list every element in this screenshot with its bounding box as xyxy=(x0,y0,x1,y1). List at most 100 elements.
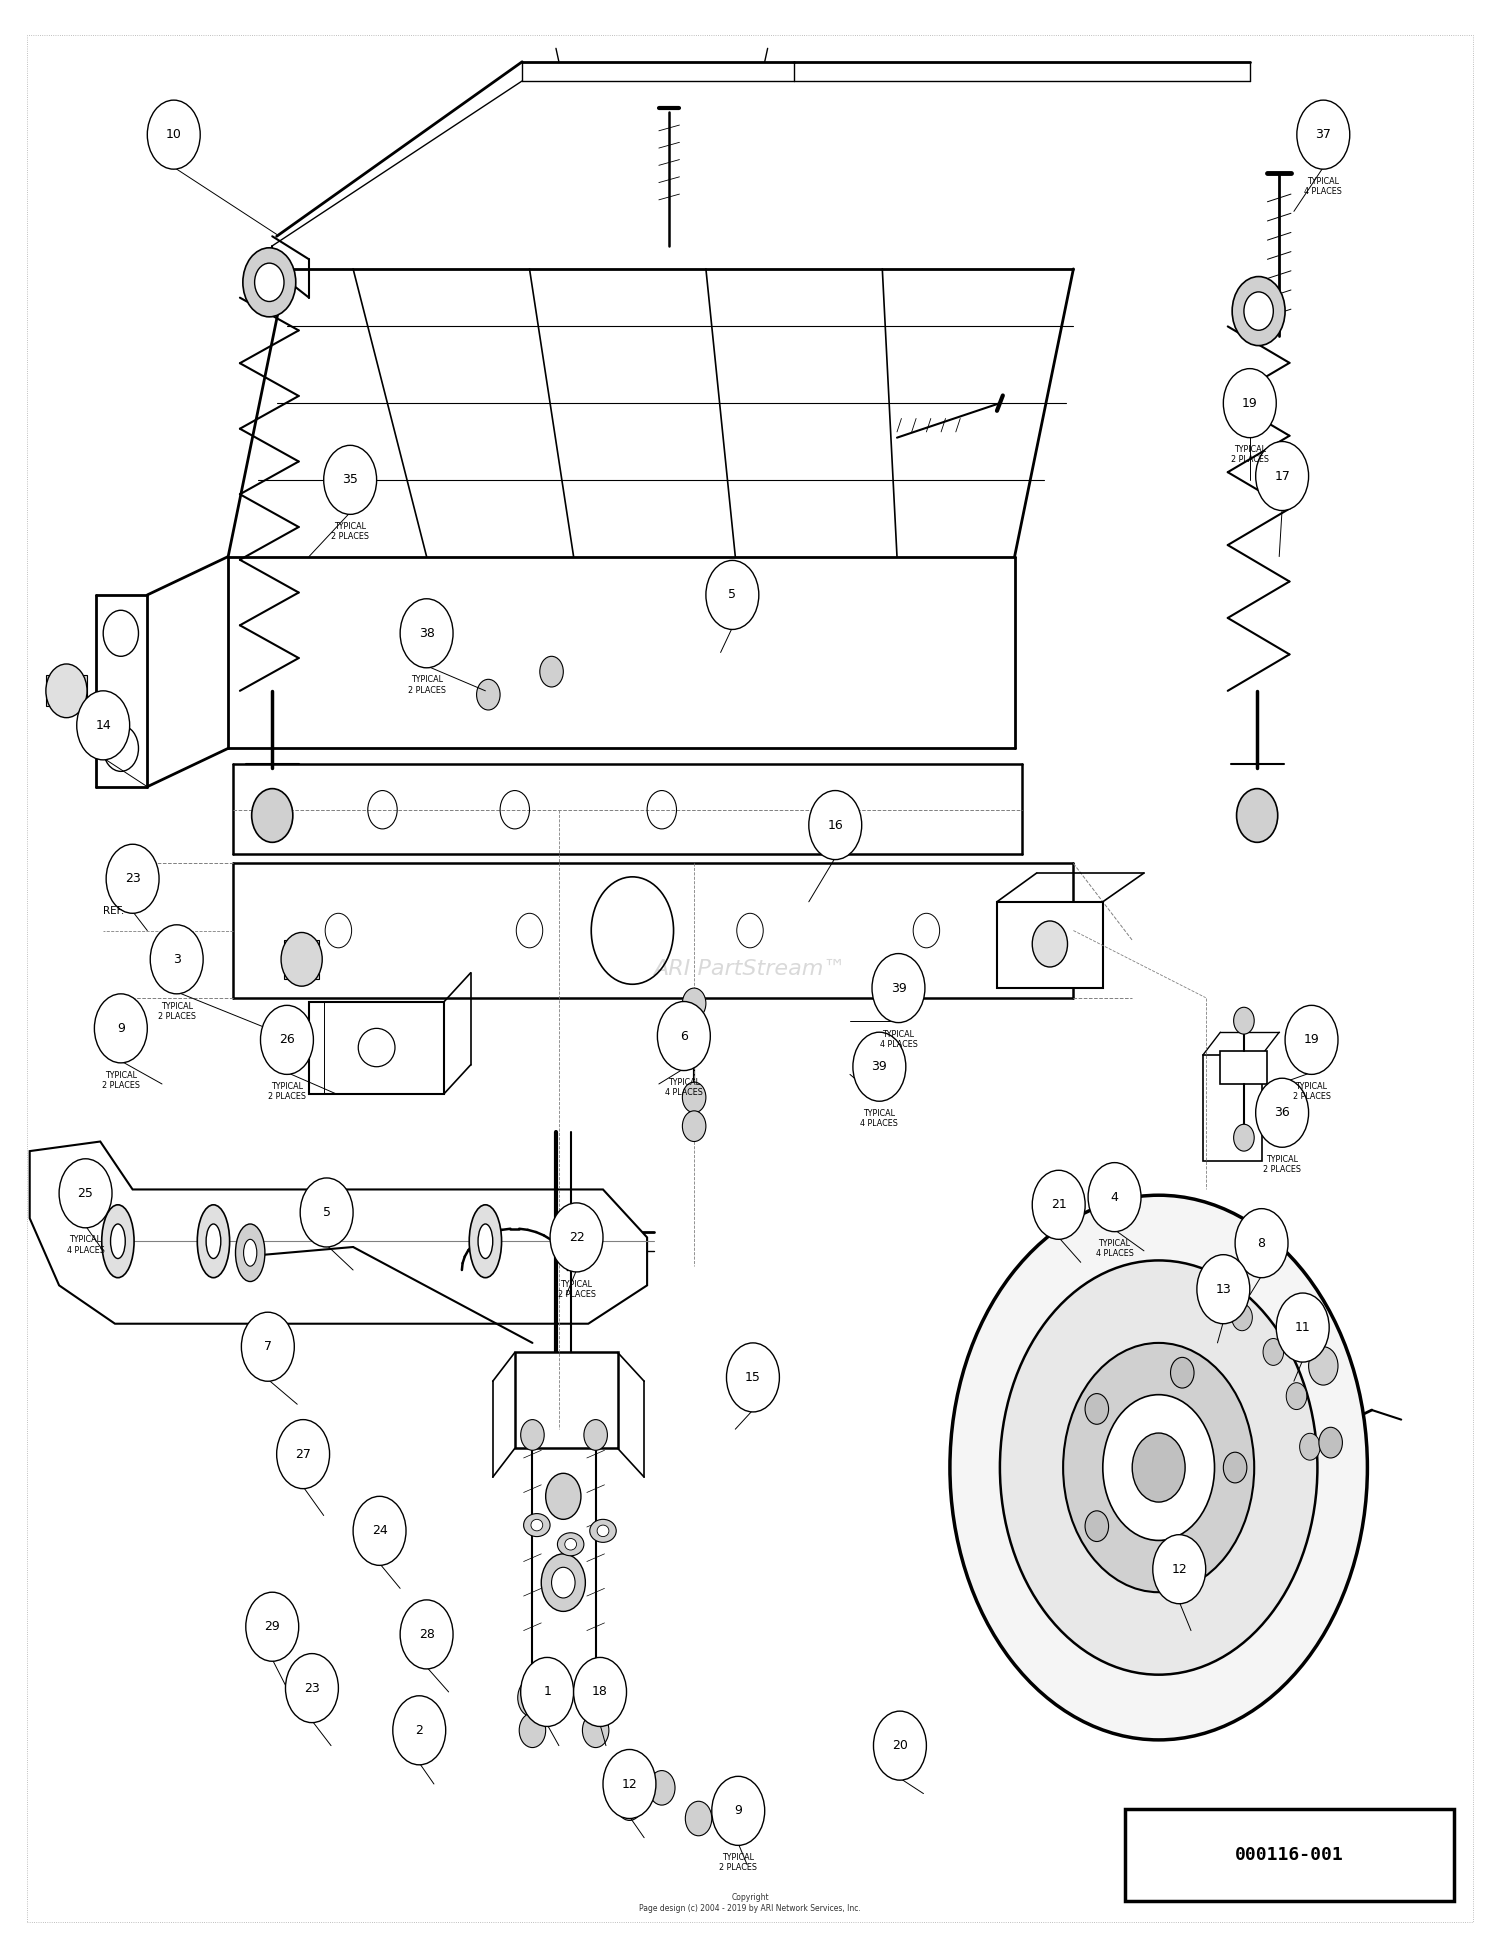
Circle shape xyxy=(255,262,284,301)
Circle shape xyxy=(1000,1260,1317,1675)
Text: 11: 11 xyxy=(1294,1321,1311,1335)
Ellipse shape xyxy=(243,1239,256,1266)
Circle shape xyxy=(246,1593,298,1661)
Circle shape xyxy=(1170,1358,1194,1388)
Circle shape xyxy=(1298,100,1350,168)
Text: TYPICAL
2 PLACES: TYPICAL 2 PLACES xyxy=(268,1082,306,1102)
Circle shape xyxy=(147,100,200,168)
Circle shape xyxy=(276,1419,330,1489)
Circle shape xyxy=(1032,1170,1084,1239)
Polygon shape xyxy=(998,902,1102,988)
Text: TYPICAL
2 PLACES: TYPICAL 2 PLACES xyxy=(332,523,369,540)
Circle shape xyxy=(584,1419,608,1450)
Text: 35: 35 xyxy=(342,474,358,487)
Circle shape xyxy=(261,1006,314,1074)
Text: 5: 5 xyxy=(729,589,736,601)
Text: Copyright
Page design (c) 2004 - 2019 by ARI Network Services, Inc.: Copyright Page design (c) 2004 - 2019 by… xyxy=(639,1892,861,1914)
Circle shape xyxy=(150,926,202,994)
Circle shape xyxy=(542,1554,585,1611)
Circle shape xyxy=(1084,1393,1108,1425)
Circle shape xyxy=(546,1474,580,1519)
Ellipse shape xyxy=(524,1513,550,1536)
Text: TYPICAL
2 PLACES: TYPICAL 2 PLACES xyxy=(718,1853,758,1873)
Circle shape xyxy=(682,1082,706,1114)
Circle shape xyxy=(94,994,147,1063)
Text: 19: 19 xyxy=(1304,1033,1320,1047)
Text: 27: 27 xyxy=(296,1448,310,1460)
Text: REF.: REF. xyxy=(104,906,125,916)
Ellipse shape xyxy=(566,1538,576,1550)
Text: 37: 37 xyxy=(1316,127,1330,141)
Circle shape xyxy=(1088,1162,1142,1231)
Circle shape xyxy=(1233,1123,1254,1151)
Circle shape xyxy=(400,599,453,667)
Circle shape xyxy=(1232,276,1286,346)
Circle shape xyxy=(1197,1254,1249,1323)
Ellipse shape xyxy=(531,1519,543,1530)
Text: 9: 9 xyxy=(735,1804,742,1818)
Text: 1: 1 xyxy=(543,1685,550,1699)
Text: 29: 29 xyxy=(264,1620,280,1634)
Circle shape xyxy=(285,1654,339,1722)
Text: 8: 8 xyxy=(1257,1237,1266,1251)
Circle shape xyxy=(520,1658,573,1726)
Text: 6: 6 xyxy=(680,1029,688,1043)
Circle shape xyxy=(682,1018,706,1047)
FancyBboxPatch shape xyxy=(1125,1808,1454,1900)
Circle shape xyxy=(648,1771,675,1804)
Circle shape xyxy=(706,560,759,630)
Circle shape xyxy=(520,1419,544,1450)
Text: 3: 3 xyxy=(172,953,180,967)
Circle shape xyxy=(808,791,861,859)
Polygon shape xyxy=(284,939,320,978)
Circle shape xyxy=(1084,1511,1108,1542)
Circle shape xyxy=(726,1343,780,1411)
Text: TYPICAL
4 PLACES: TYPICAL 4 PLACES xyxy=(879,1029,918,1049)
Circle shape xyxy=(324,446,376,515)
Circle shape xyxy=(518,1679,548,1716)
Circle shape xyxy=(76,691,129,759)
Ellipse shape xyxy=(198,1206,230,1278)
Circle shape xyxy=(1102,1395,1215,1540)
Text: TYPICAL
2 PLACES: TYPICAL 2 PLACES xyxy=(102,1070,140,1090)
Circle shape xyxy=(519,1712,546,1748)
Circle shape xyxy=(712,1777,765,1845)
Circle shape xyxy=(1286,1006,1338,1074)
Circle shape xyxy=(58,1159,112,1227)
Polygon shape xyxy=(1221,1051,1268,1084)
Text: TYPICAL
2 PLACES: TYPICAL 2 PLACES xyxy=(158,1002,195,1020)
Text: 9: 9 xyxy=(117,1022,124,1035)
Text: 2: 2 xyxy=(416,1724,423,1736)
Circle shape xyxy=(1244,292,1274,331)
Text: TYPICAL
4 PLACES: TYPICAL 4 PLACES xyxy=(664,1078,704,1098)
Circle shape xyxy=(1170,1548,1194,1577)
Text: TYPICAL
2 PLACES: TYPICAL 2 PLACES xyxy=(1293,1082,1330,1102)
Circle shape xyxy=(871,953,925,1024)
Polygon shape xyxy=(309,1002,444,1094)
Circle shape xyxy=(616,1787,642,1820)
Text: 000116-001: 000116-001 xyxy=(1234,1845,1344,1863)
Circle shape xyxy=(950,1196,1368,1740)
Ellipse shape xyxy=(111,1223,125,1258)
Circle shape xyxy=(1154,1534,1206,1603)
Text: 24: 24 xyxy=(372,1525,387,1538)
Text: 22: 22 xyxy=(568,1231,585,1245)
Polygon shape xyxy=(1203,1055,1262,1161)
Circle shape xyxy=(1286,1384,1306,1409)
Circle shape xyxy=(1234,1209,1288,1278)
Circle shape xyxy=(1224,1452,1246,1483)
Circle shape xyxy=(550,1204,603,1272)
Circle shape xyxy=(582,1712,609,1748)
Text: 13: 13 xyxy=(1215,1282,1231,1296)
Circle shape xyxy=(252,789,292,842)
Text: 19: 19 xyxy=(1242,397,1257,409)
Text: 23: 23 xyxy=(304,1681,320,1695)
Ellipse shape xyxy=(236,1223,266,1282)
Circle shape xyxy=(873,1710,927,1781)
Circle shape xyxy=(1263,1339,1284,1366)
Circle shape xyxy=(393,1697,445,1765)
Text: 10: 10 xyxy=(166,127,182,141)
Polygon shape xyxy=(514,1352,618,1448)
Text: TYPICAL
2 PLACES: TYPICAL 2 PLACES xyxy=(1232,446,1269,464)
Circle shape xyxy=(242,1313,294,1382)
